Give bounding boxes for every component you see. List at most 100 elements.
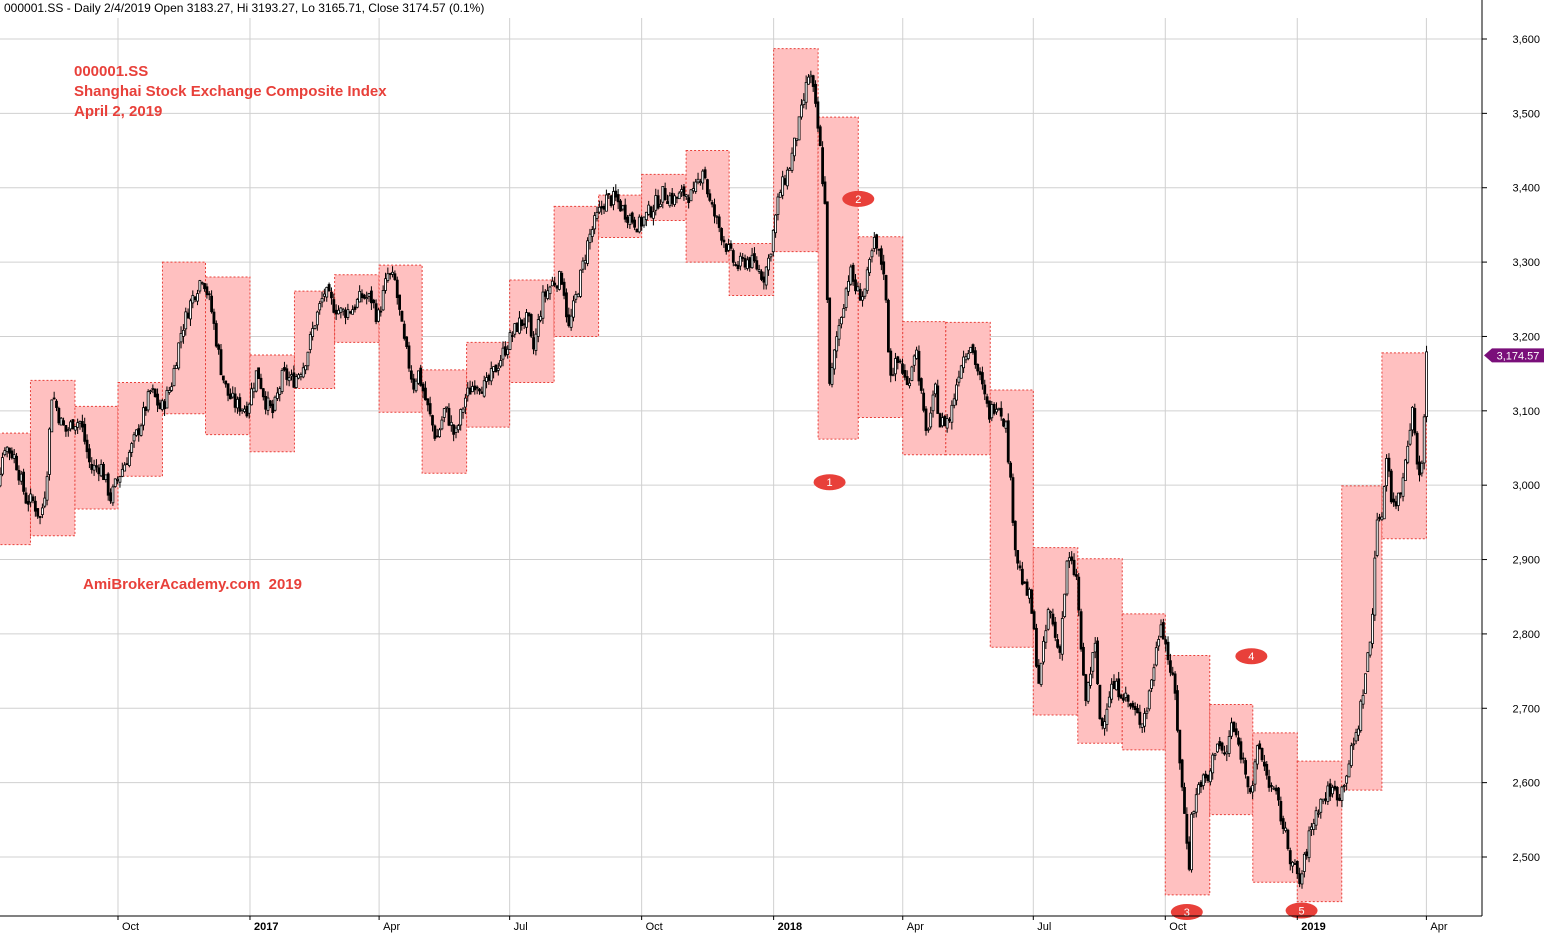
candle-body bbox=[33, 500, 37, 512]
candle-body bbox=[1011, 477, 1015, 523]
candle-body bbox=[1408, 429, 1412, 445]
candle-body bbox=[109, 492, 112, 502]
candle-body bbox=[865, 269, 869, 292]
candle-body bbox=[428, 403, 432, 415]
candle-body bbox=[1251, 785, 1255, 793]
candle-body bbox=[964, 356, 968, 361]
candle-body bbox=[372, 299, 376, 304]
candle-body bbox=[832, 349, 836, 370]
candle-body bbox=[990, 404, 994, 419]
candle-body bbox=[978, 371, 982, 375]
candle-body bbox=[137, 428, 141, 435]
candle-body bbox=[8, 447, 11, 454]
candle-body bbox=[247, 403, 251, 414]
candle-body bbox=[73, 426, 77, 431]
candle-body bbox=[1359, 700, 1363, 731]
candle-body bbox=[1335, 787, 1339, 801]
candle-body bbox=[139, 425, 143, 436]
candle-body bbox=[179, 333, 183, 343]
candle-body bbox=[778, 192, 782, 198]
candle-body bbox=[905, 376, 909, 385]
candle-body bbox=[1042, 640, 1045, 663]
candle-body bbox=[318, 303, 322, 311]
candle-body bbox=[593, 215, 597, 230]
candle-body bbox=[158, 402, 162, 410]
wave-marker: 1 bbox=[813, 474, 846, 491]
candle-body bbox=[351, 309, 355, 315]
candle-body bbox=[226, 383, 230, 396]
candle-body bbox=[738, 255, 742, 267]
candle-body bbox=[240, 408, 244, 411]
candle-body bbox=[1340, 786, 1344, 801]
candle-body bbox=[1295, 860, 1299, 875]
candle-body bbox=[120, 468, 124, 477]
candle-body bbox=[52, 397, 56, 400]
annotation-symbol: 000001.SS bbox=[74, 63, 149, 80]
candle-body bbox=[238, 397, 242, 412]
candle-body bbox=[1018, 565, 1022, 569]
candle-body bbox=[205, 286, 209, 296]
candle-body bbox=[494, 364, 498, 373]
candle-body bbox=[957, 376, 961, 383]
candle-body bbox=[127, 451, 131, 466]
candle-body bbox=[315, 311, 319, 326]
candle-body bbox=[320, 298, 324, 303]
candle-body bbox=[1145, 710, 1149, 714]
month-range-box bbox=[1381, 352, 1427, 540]
candle-body bbox=[1161, 622, 1165, 640]
candle-body bbox=[520, 319, 524, 326]
candle-body bbox=[1009, 462, 1012, 478]
candle-body bbox=[1298, 873, 1302, 884]
candle-body bbox=[898, 360, 902, 363]
candle-body bbox=[1317, 812, 1320, 815]
candle-body bbox=[0, 474, 2, 487]
wave-marker: 2 bbox=[842, 190, 875, 207]
candle-body bbox=[962, 356, 965, 369]
candle-body bbox=[630, 212, 634, 223]
candle-body bbox=[1211, 754, 1215, 774]
candle-body bbox=[1152, 667, 1156, 681]
candle-body bbox=[931, 394, 935, 412]
x-tick-label: 2019 bbox=[1301, 921, 1325, 933]
candle-body bbox=[936, 385, 940, 414]
candle-body bbox=[405, 336, 409, 347]
y-tick-label: 2,600 bbox=[1512, 778, 1540, 790]
candle-body bbox=[203, 283, 206, 290]
candle-body bbox=[1253, 761, 1257, 785]
candle-body bbox=[703, 169, 707, 179]
candle-body bbox=[1401, 477, 1405, 497]
candle-body bbox=[1063, 593, 1067, 617]
candle-body bbox=[278, 388, 282, 395]
candle-body bbox=[995, 408, 998, 413]
candle-body bbox=[750, 254, 754, 269]
candle-body bbox=[863, 288, 867, 297]
candle-body bbox=[1107, 696, 1111, 708]
candle-body bbox=[1310, 826, 1313, 830]
candle-body bbox=[840, 317, 843, 325]
candle-body bbox=[546, 290, 550, 299]
candle-body bbox=[1110, 683, 1114, 700]
candle-body bbox=[163, 401, 167, 410]
candle-body bbox=[536, 319, 540, 337]
candle-body bbox=[710, 202, 714, 205]
candle-body bbox=[1277, 787, 1280, 801]
candle-body bbox=[691, 188, 695, 192]
candle-body bbox=[1154, 647, 1158, 666]
candle-body bbox=[1006, 420, 1010, 463]
candle-body bbox=[22, 471, 26, 492]
candle-body bbox=[612, 191, 615, 206]
candle-body bbox=[153, 388, 157, 398]
candle-body bbox=[734, 264, 738, 266]
candle-body bbox=[934, 383, 937, 395]
candle-body bbox=[1150, 679, 1153, 689]
candle-body bbox=[69, 421, 72, 430]
candle-body bbox=[50, 399, 54, 433]
candle-body bbox=[706, 179, 709, 195]
candle-body bbox=[160, 400, 164, 410]
candle-body bbox=[945, 418, 949, 429]
candle-body bbox=[1223, 752, 1226, 755]
candle-body bbox=[999, 407, 1003, 417]
candle-body bbox=[438, 429, 441, 438]
candle-body bbox=[835, 336, 839, 352]
